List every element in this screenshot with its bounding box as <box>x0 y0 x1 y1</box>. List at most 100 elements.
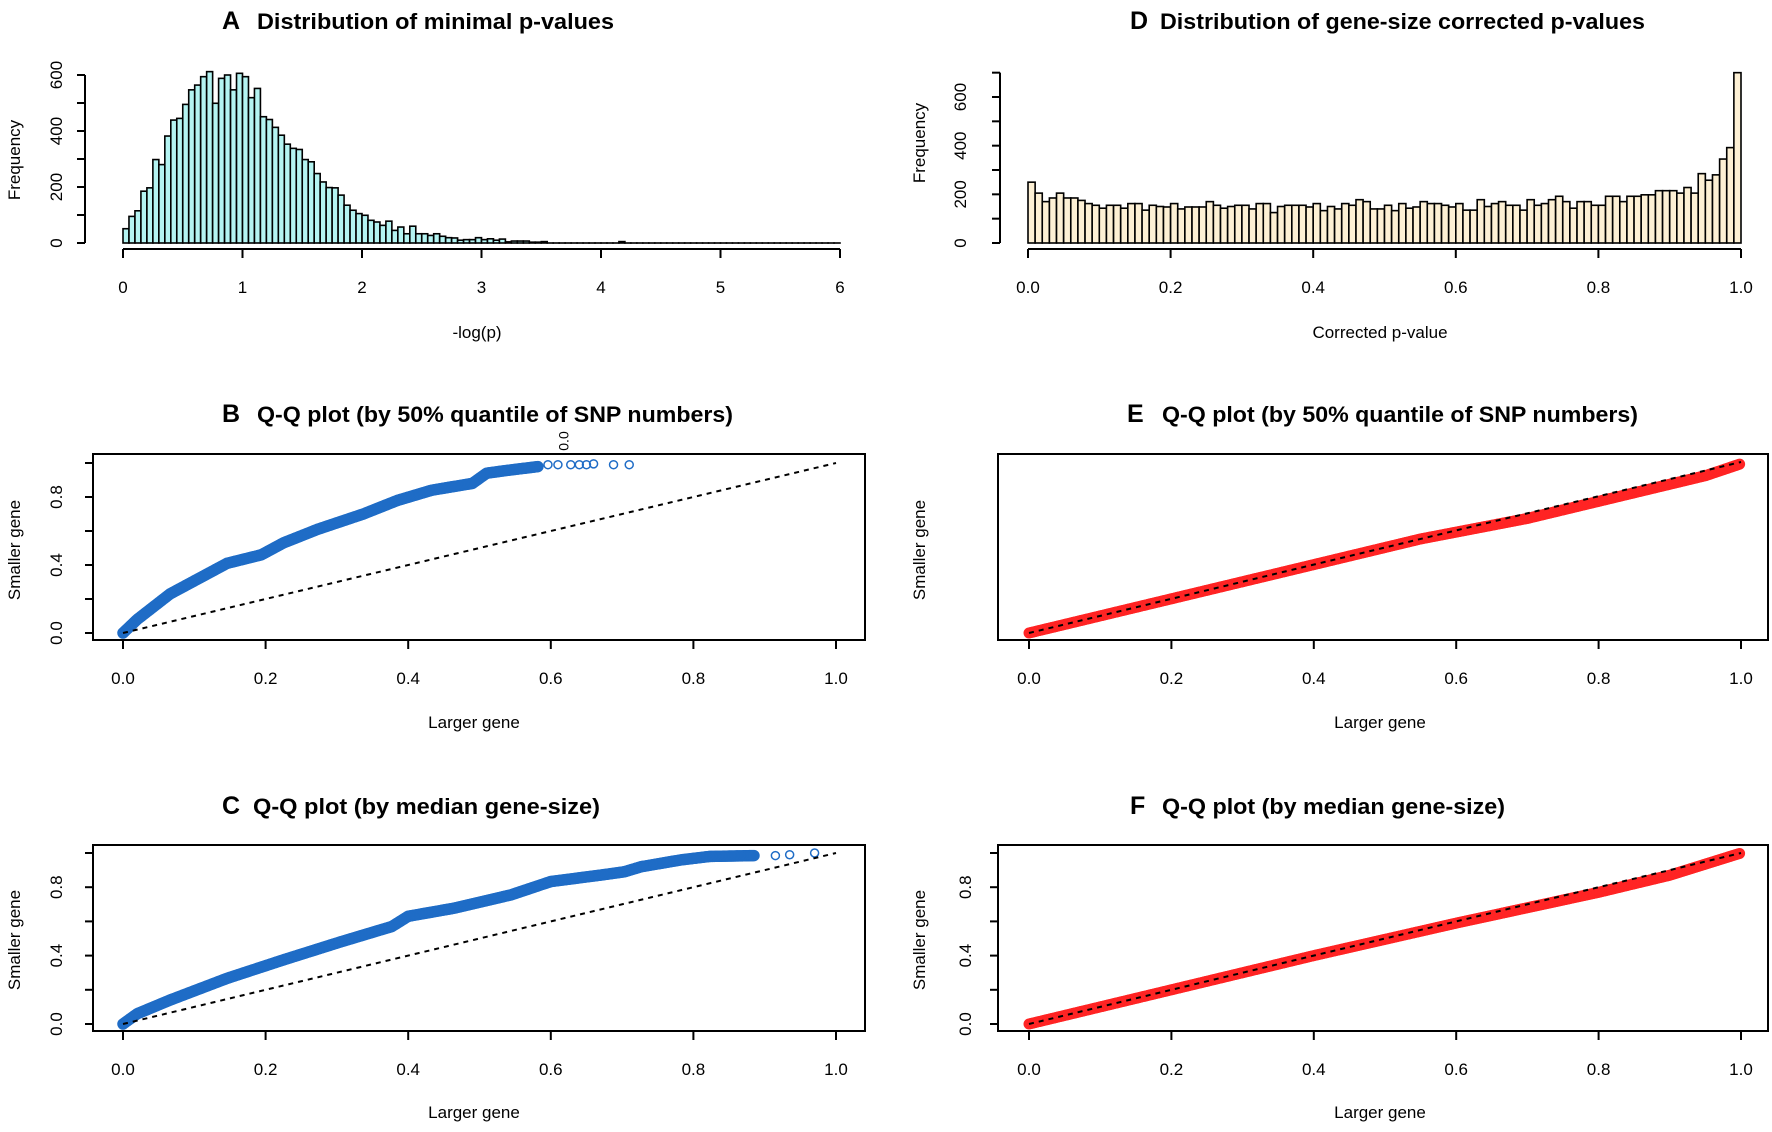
panel-d: D Distribution of gene-size corrected p-v… <box>910 7 1753 342</box>
histogram-bar <box>295 148 304 244</box>
histogram-bar <box>1262 202 1272 244</box>
histogram-bar <box>1497 200 1507 244</box>
histogram-bar <box>343 204 351 244</box>
histogram-bar <box>510 240 519 244</box>
y-tick-label: 0 <box>951 238 970 247</box>
histogram-bar <box>379 224 387 244</box>
histogram-bar <box>1455 202 1464 244</box>
histogram-bar <box>205 70 214 244</box>
histogram-bar <box>1412 206 1421 244</box>
histogram-bar <box>528 241 537 244</box>
x-axis-label: Corrected p-value <box>1312 323 1447 342</box>
histogram-bar <box>1633 195 1642 244</box>
histogram-bar <box>337 194 345 244</box>
histogram-bar <box>444 236 453 244</box>
histogram-bar <box>146 187 154 244</box>
x-tick-label: 4 <box>596 278 605 297</box>
histogram-bar <box>1369 208 1379 244</box>
x-tick-label: 0.8 <box>1587 1060 1611 1079</box>
panel-title: Q-Q plot (by median gene-size) <box>253 794 600 819</box>
panel-title: Q-Q plot (by 50% quantile of SNP numbers… <box>1162 402 1638 427</box>
panel-b: B Q-Q plot (by 50% quantile of SNP number… <box>5 400 866 732</box>
histogram-bar <box>259 115 268 244</box>
x-tick-label: 0.2 <box>254 1060 278 1079</box>
histogram-bar <box>223 74 232 244</box>
histogram-bar <box>1526 198 1536 244</box>
histogram-bar <box>1483 205 1493 244</box>
qq-point <box>770 850 781 861</box>
plot-box <box>997 844 1769 1032</box>
histogram-bar <box>1084 202 1093 244</box>
histogram-bar <box>1191 206 1200 244</box>
histogram-bar <box>385 220 393 244</box>
histogram-bar <box>1690 192 1700 244</box>
histogram-bar <box>1597 204 1607 244</box>
histogram-bar <box>1105 204 1115 244</box>
histogram-bar <box>1127 202 1136 244</box>
panel-e: E Q-Q plot (by 50% quantile of SNP number… <box>910 400 1769 732</box>
y-tick-label: 200 <box>47 173 66 201</box>
plot-box <box>997 453 1769 641</box>
histogram-bar <box>1547 198 1557 244</box>
y-tick-label: 600 <box>951 83 970 111</box>
x-tick-label: 0.2 <box>1159 278 1183 297</box>
y-tick-label: 0.0 <box>47 1012 66 1036</box>
histogram-bar <box>450 237 459 244</box>
y-tick-label: 0.0 <box>47 621 66 645</box>
histogram-bar <box>1462 209 1471 244</box>
histogram-bar <box>1711 174 1721 244</box>
x-tick-label: 6 <box>835 278 844 297</box>
y-axis-label: Smaller gene <box>910 890 929 990</box>
histogram-bar <box>1561 200 1571 244</box>
histogram-bar <box>289 147 298 244</box>
histogram-bar <box>420 232 429 244</box>
histogram-bar <box>1540 202 1550 244</box>
x-tick-label: 0.0 <box>1016 278 1040 297</box>
histogram-bar <box>474 236 483 244</box>
y-tick-label: 0.4 <box>47 553 66 577</box>
x-axis-label: -log(p) <box>452 323 501 342</box>
histogram-bar <box>1733 71 1742 244</box>
y-tick-label: 0.8 <box>47 485 66 509</box>
histogram-bar <box>1554 195 1564 244</box>
histogram-bar <box>1069 197 1079 244</box>
histogram-bar <box>1355 198 1364 244</box>
histogram-bar <box>1348 204 1357 244</box>
qq-point <box>553 459 563 470</box>
histogram-bar <box>438 235 447 244</box>
panel-title: Distribution of minimal p-values <box>257 9 614 34</box>
histogram-bar <box>181 103 190 244</box>
panel-title: Q-Q plot (by median gene-size) <box>1162 794 1505 819</box>
x-tick-label: 0.6 <box>1444 278 1468 297</box>
x-tick-label: 0.6 <box>1444 669 1468 688</box>
histogram-bar <box>1447 206 1457 244</box>
reference-line <box>1028 461 1742 634</box>
histogram-bar <box>1198 206 1208 244</box>
panel-a: A Distribution of minimal p-values -log(p)… <box>5 7 845 342</box>
reference-line <box>122 852 837 1025</box>
panel-letter: A <box>222 7 240 35</box>
histogram-bar <box>140 190 148 244</box>
histogram-bar <box>1611 195 1621 244</box>
histogram-bar <box>128 215 136 244</box>
histogram-bar <box>1661 189 1671 244</box>
histogram-bar <box>1283 204 1293 244</box>
histogram-bar <box>1055 192 1065 244</box>
histogram-bar <box>361 214 369 244</box>
histogram-bar <box>1305 206 1314 244</box>
y-tick-label: 0.4 <box>47 944 66 968</box>
x-tick-label: 5 <box>716 278 725 297</box>
panel-letter: C <box>222 792 240 820</box>
histogram-bar <box>408 225 417 244</box>
histogram-bar <box>1397 202 1407 244</box>
histogram-bar <box>1212 204 1222 244</box>
histogram-bar <box>397 226 405 244</box>
histogram-bar <box>1162 206 1172 244</box>
histogram-bar <box>1027 181 1036 244</box>
histogram-bar <box>277 134 286 244</box>
histogram-bar <box>498 238 507 244</box>
histogram-bar <box>1169 202 1179 244</box>
histogram-bar <box>1141 209 1151 244</box>
histogram-bar <box>164 135 172 244</box>
plot-box <box>92 844 866 1032</box>
